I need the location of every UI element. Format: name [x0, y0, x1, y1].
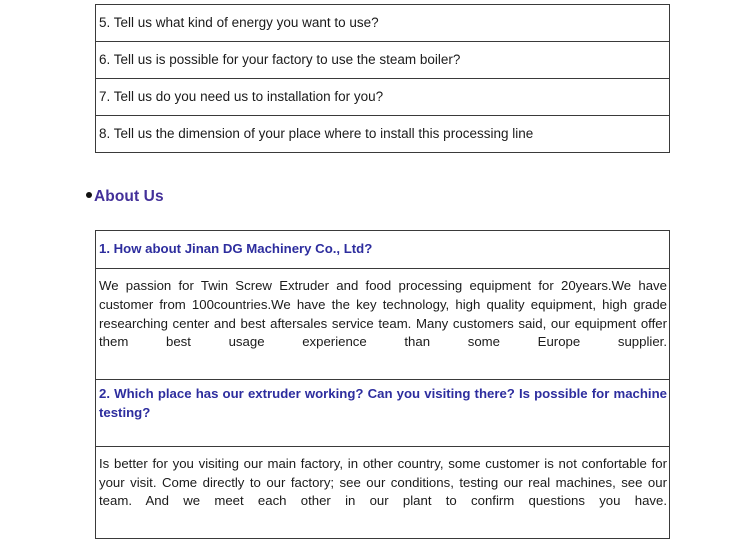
table-row: 8. Tell us the dimension of your place w… — [95, 115, 670, 153]
about-question-1-text: 1. How about Jinan DG Machinery Co., Ltd… — [99, 241, 373, 257]
about-answer-2: Is better for you visiting our main fact… — [95, 446, 670, 539]
about-us-qa-table: 1. How about Jinan DG Machinery Co., Ltd… — [95, 230, 670, 539]
table-row: We passion for Twin Screw Extruder and f… — [95, 268, 670, 380]
faq-question-5: 5. Tell us what kind of energy you want … — [95, 4, 670, 42]
faq-question-7: 7. Tell us do you need us to installatio… — [95, 78, 670, 116]
table-row: Is better for you visiting our main fact… — [95, 446, 670, 539]
page-title: About Us — [94, 188, 164, 205]
table-row: 5. Tell us what kind of energy you want … — [95, 4, 670, 42]
faq-table-body: 5. Tell us what kind of energy you want … — [95, 4, 670, 153]
table-row: 6. Tell us is possible for your factory … — [95, 41, 670, 79]
about-answer-1: We passion for Twin Screw Extruder and f… — [95, 268, 670, 380]
about-table-body: 1. How about Jinan DG Machinery Co., Ltd… — [95, 230, 670, 539]
bullet-icon — [86, 192, 92, 198]
table-row: 7. Tell us do you need us to installatio… — [95, 78, 670, 116]
table-row: 2. Which place has our extruder working?… — [95, 378, 670, 448]
about-question-2-text: 2. Which place has our extruder working?… — [99, 386, 667, 420]
table-row: 1. How about Jinan DG Machinery Co., Ltd… — [95, 230, 670, 269]
faq-questions-table: 5. Tell us what kind of energy you want … — [95, 4, 670, 153]
about-us-heading: About Us — [86, 188, 164, 206]
about-question-2: 2. Which place has our extruder working?… — [95, 378, 670, 448]
about-question-1: 1. How about Jinan DG Machinery Co., Ltd… — [95, 230, 670, 269]
about-answer-1-text: We passion for Twin Screw Extruder and f… — [99, 278, 667, 350]
faq-question-8: 8. Tell us the dimension of your place w… — [95, 115, 670, 153]
about-answer-2-text: Is better for you visiting our main fact… — [99, 456, 667, 509]
faq-question-6: 6. Tell us is possible for your factory … — [95, 41, 670, 79]
